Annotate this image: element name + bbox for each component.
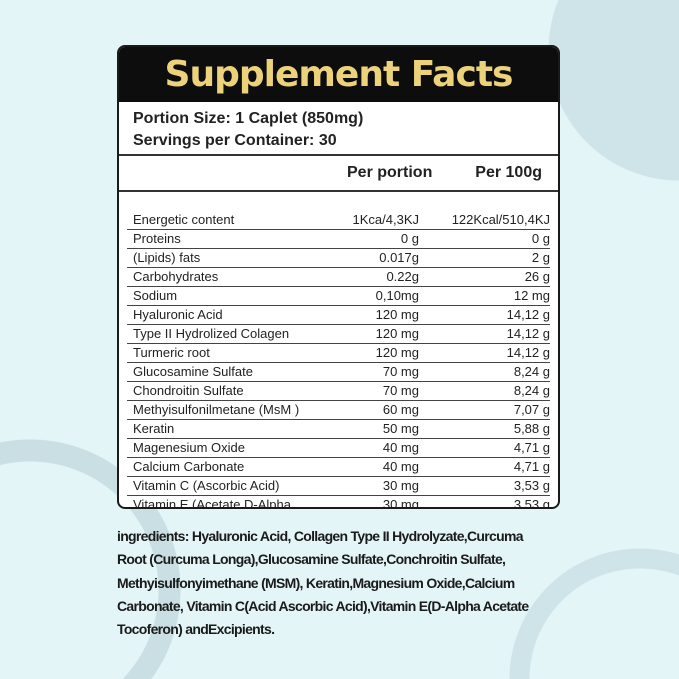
per-portion-value: 30 mg bbox=[382, 478, 419, 493]
per-100g-value: 26 g bbox=[524, 269, 550, 284]
per-100g-value: 14,12 g bbox=[506, 326, 550, 341]
nutrient-name: Proteins bbox=[133, 231, 181, 246]
per-portion-value: 50 mg bbox=[382, 421, 419, 436]
ingredients-line: Methyisulfonyimethane (MSM), Keratin,Mag… bbox=[117, 574, 515, 591]
per-100g-value: 3,53 g bbox=[513, 497, 550, 509]
ingredients-line: Root (Curcuma Longa),Glucosamine Sulfate… bbox=[117, 551, 506, 568]
per-portion-value: 40 mg bbox=[382, 459, 419, 474]
nutrient-name: Hyaluronic Acid bbox=[133, 307, 223, 322]
supplement-facts-panel: Supplement Facts Portion Size: 1 Caplet … bbox=[117, 45, 560, 509]
table-row: Proteins 0 g 0 g bbox=[127, 230, 550, 249]
per-100g-value: 3,53 g bbox=[513, 478, 550, 493]
table-row: Vitamin E (Acetate D-Alphatocopheron)30 … bbox=[127, 496, 550, 509]
nutrient-name: Vitamin C (Ascorbic Acid) bbox=[133, 478, 280, 493]
nutrient-name: Calcium Carbonate bbox=[133, 459, 245, 474]
nutrient-name: Sodium bbox=[133, 288, 178, 303]
per-portion-value: 40 mg bbox=[382, 440, 419, 455]
ingredients-line: Carbonate, Vitamin C(Acid Ascorbic Acid)… bbox=[117, 597, 529, 614]
per-100g-value: 12 mg bbox=[513, 288, 550, 303]
nutrient-name: Methyisulfonilmetane (MsM ) bbox=[133, 402, 300, 417]
nutrient-name: Vitamin E (Acetate D-Alpha bbox=[133, 497, 291, 509]
per-100g-value: 7,07 g bbox=[513, 402, 550, 417]
serving-info: Portion Size: 1 Caplet (850mg) Servings … bbox=[119, 102, 558, 156]
per-portion-value: 0.22g bbox=[386, 269, 419, 284]
table-row: (Lipids) fats 0.017g 2 g bbox=[127, 249, 550, 268]
ingredients-line: Tocoferon) andExcipients. bbox=[117, 621, 275, 638]
ingredients-text: ingredients: Hyaluronic Acid, Collagen T… bbox=[117, 525, 597, 641]
per-100g-value: 8,24 g bbox=[513, 383, 550, 398]
table-row: Energetic content 1Kca/4,3KJ 122Kcal/510,4… bbox=[127, 211, 550, 230]
per-100g-value: 14,12 g bbox=[506, 307, 550, 322]
per-portion-value: 60 mg bbox=[382, 402, 419, 417]
per-100g-value: 4,71 g bbox=[513, 459, 550, 474]
nutrient-name: Magenesium Oxide bbox=[133, 440, 245, 455]
per-100g-value: 4,71 g bbox=[513, 440, 550, 455]
nutrient-name: Turmeric root bbox=[133, 345, 210, 360]
per-portion-value: 30 mg bbox=[382, 497, 419, 509]
per-portion-value: 70 mg bbox=[382, 364, 419, 379]
table-row: Vitamin C (Ascorbic Acid) 30 mg 3,53 g bbox=[127, 477, 550, 496]
per-portion-value: 0.017g bbox=[379, 250, 419, 265]
column-headers: Per portion Per 100g bbox=[119, 156, 558, 192]
table-row: Calcium Carbonate 40 mg 4,71 g bbox=[127, 458, 550, 477]
nutrient-name: Energetic content bbox=[133, 212, 235, 227]
portion-size: Portion Size: 1 Caplet (850mg) bbox=[133, 110, 364, 127]
per-portion-value: 0 g bbox=[400, 231, 419, 246]
per-100g-value: 2 g bbox=[531, 250, 550, 265]
per-portion-value: 0,10mg bbox=[375, 288, 419, 303]
col-per-100g: Per 100g bbox=[475, 164, 542, 181]
servings-per-container: Servings per Container: 30 bbox=[133, 132, 337, 149]
per-portion-value: 120 mg bbox=[375, 326, 419, 341]
nutrient-name: Carbohydrates bbox=[133, 269, 219, 284]
per-portion-value: 120 mg bbox=[375, 345, 419, 360]
per-100g-value: 14,12 g bbox=[506, 345, 550, 360]
per-100g-value: 8,24 g bbox=[513, 364, 550, 379]
col-per-portion: Per portion bbox=[347, 164, 433, 181]
nutrient-name: Chondroitin Sulfate bbox=[133, 383, 244, 398]
table-row: Magenesium Oxide 40 mg 4,71 g bbox=[127, 439, 550, 458]
nutrient-name: Type II Hydrolized Colagen bbox=[133, 326, 290, 341]
table-row: Sodium 0,10mg 12 mg bbox=[127, 287, 550, 306]
nutrient-table: Energetic content 1Kca/4,3KJ 122Kcal/510,4… bbox=[119, 202, 558, 509]
per-portion-value: 70 mg bbox=[382, 383, 419, 398]
table-row: Methyisulfonilmetane (MsM ) 60 mg 7,07 g bbox=[127, 401, 550, 420]
table-row: Carbohydrates 0.22g 26 g bbox=[127, 268, 550, 287]
table-row: Chondroitin Sulfate 70 mg 8,24 g bbox=[127, 382, 550, 401]
table-row: Glucosamine Sulfate 70 mg 8,24 g bbox=[127, 363, 550, 382]
ingredients-line: ingredients: Hyaluronic Acid, Collagen T… bbox=[117, 528, 523, 544]
table-row: Keratin 50 mg 5,88 g bbox=[127, 420, 550, 439]
nutrient-name: Keratin bbox=[133, 421, 175, 436]
nutrient-name: Glucosamine Sulfate bbox=[133, 364, 253, 379]
per-100g-value: 0 g bbox=[531, 231, 550, 246]
per-100g-value: 122Kcal/510,4KJ bbox=[451, 212, 550, 227]
per-portion-value: 120 mg bbox=[375, 307, 419, 322]
table-row: Type II Hydrolized Colagen 120 mg 14,12 g bbox=[127, 325, 550, 344]
table-row: Turmeric root 120 mg 14,12 g bbox=[127, 344, 550, 363]
panel-title: Supplement Facts bbox=[119, 47, 558, 102]
per-portion-value: 1Kca/4,3KJ bbox=[352, 212, 420, 227]
nutrient-name: (Lipids) fats bbox=[133, 250, 201, 265]
table-row: Hyaluronic Acid 120 mg 14,12 g bbox=[127, 306, 550, 325]
per-100g-value: 5,88 g bbox=[513, 421, 550, 436]
